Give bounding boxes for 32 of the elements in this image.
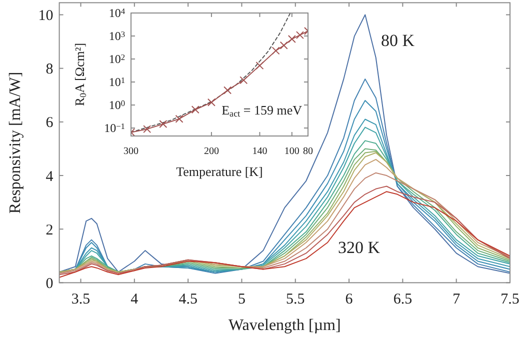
- annotation: 320 K: [338, 238, 381, 257]
- y-tick-label: 10$^{0}$: [108, 98, 125, 112]
- y-axis-title: Responsivity [mA/W]: [7, 72, 24, 214]
- x-tick-label: 7: [452, 292, 461, 308]
- y-tick-label: 6: [46, 115, 54, 132]
- y-tick-label: 4: [46, 168, 54, 185]
- annotation: E$_{act}$ = 159 meV: [222, 102, 303, 118]
- x-tick-label: 4: [130, 292, 139, 308]
- y-tick-label: 10: [38, 8, 54, 24]
- y-tick-label: 10$^{2}$: [108, 52, 125, 66]
- x-tick-label: 7.5: [500, 292, 520, 308]
- x-tick-label: 6.5: [393, 292, 412, 308]
- y-tick-label: 2: [46, 222, 54, 238]
- x-tick-label: 100: [284, 146, 300, 157]
- x-tick-label: 5.5: [286, 292, 305, 308]
- x-axis-title: Temperature [K]: [176, 164, 263, 179]
- x-axis-title: Wavelength [µm]: [228, 317, 341, 334]
- x-tick-label: 140: [252, 146, 268, 157]
- x-tick-label: 5: [238, 292, 246, 308]
- y-tick-label: 10$^{−1}$: [104, 121, 125, 136]
- y-tick-label: 8: [46, 62, 54, 78]
- y-tick-label: 0: [46, 276, 54, 292]
- y-tick-label: 10$^{4}$: [108, 6, 126, 20]
- x-tick-label: 3.5: [71, 292, 90, 308]
- x-tick-label: 80: [303, 146, 313, 157]
- y-tick-label: 10$^{1}$: [108, 75, 125, 90]
- x-tick-label: 6: [345, 292, 354, 308]
- annotation: 80 K: [381, 30, 416, 50]
- y-tick-label: 10$^{3}$: [108, 29, 125, 44]
- x-tick-label: 300: [124, 146, 138, 157]
- x-tick-label: 4.5: [178, 292, 198, 308]
- x-tick-label: 200: [204, 146, 219, 157]
